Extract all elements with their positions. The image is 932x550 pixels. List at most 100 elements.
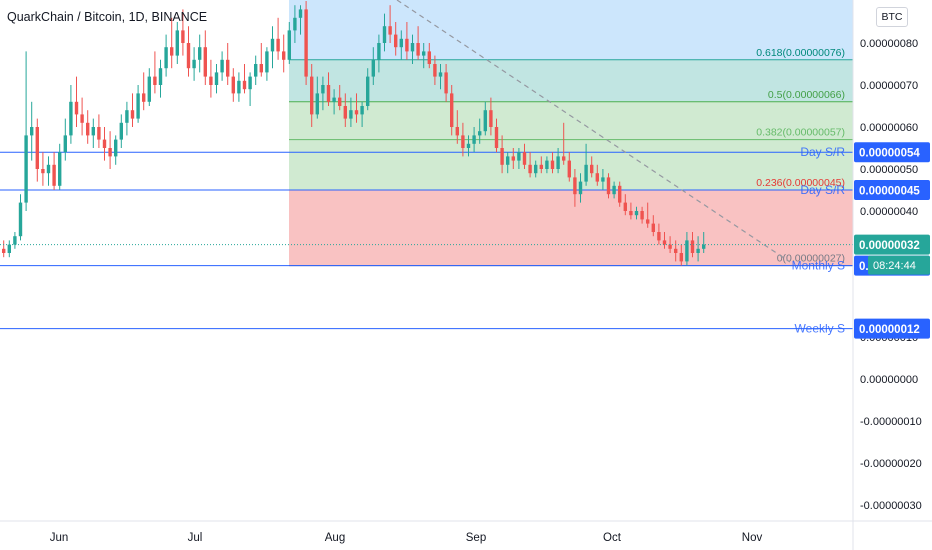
- candle-body: [119, 122, 123, 140]
- price-tick-label: 0.00000070: [860, 80, 918, 92]
- candle-body: [595, 173, 599, 182]
- fib-label: 0.236(0.00000045): [756, 177, 845, 189]
- candle-body: [170, 47, 174, 56]
- time-tick-label: Nov: [742, 532, 763, 544]
- candle-body: [416, 43, 420, 56]
- candle-body: [410, 43, 415, 52]
- horizontal-lines: Day S/R Day S/R Monthly S Weekly S: [0, 145, 853, 336]
- candle-body: [646, 219, 650, 224]
- candle-body: [696, 248, 700, 253]
- candle-body: [130, 110, 135, 119]
- candle-body: [489, 110, 493, 127]
- candle-body: [528, 164, 532, 174]
- candle-body: [164, 47, 168, 69]
- candle-body: [349, 110, 353, 119]
- time-tick-label: Jun: [50, 532, 69, 544]
- candle-body: [354, 110, 359, 115]
- candle-body: [550, 160, 555, 169]
- price-tick-label: -0.00000030: [860, 500, 922, 512]
- price-axis[interactable]: 0.00000080 0.00000070 0.00000060 0.00000050…: [852, 0, 930, 550]
- candle-body: [427, 51, 431, 64]
- sr-line-label: Day S/R: [800, 183, 845, 197]
- candle-body: [198, 47, 202, 60]
- candle-body: [343, 106, 347, 119]
- candle-body: [181, 30, 185, 43]
- candle-body: [175, 30, 179, 56]
- candle-body: [461, 135, 465, 148]
- currency-button[interactable]: BTC: [876, 7, 908, 27]
- candle-body: [315, 93, 319, 115]
- candle-body: [651, 223, 655, 232]
- candle-body: [192, 59, 196, 69]
- candle-body: [80, 114, 84, 123]
- candle-body: [259, 64, 263, 73]
- candle-body: [310, 76, 314, 115]
- candle-body: [517, 152, 521, 161]
- candle-body: [623, 202, 627, 211]
- candle-body: [136, 93, 140, 119]
- candle-body: [534, 164, 538, 174]
- last-price-label-bg: [854, 234, 930, 255]
- candle-body: [24, 135, 28, 203]
- candle-body: [433, 64, 437, 77]
- candle-body: [606, 177, 611, 195]
- candle-body: [472, 135, 476, 144]
- candle-body: [248, 76, 252, 90]
- candle-body: [41, 169, 45, 174]
- sr-price-label-bg: [854, 318, 930, 339]
- candle-body: [662, 240, 667, 245]
- candle-body: [674, 248, 678, 253]
- sr-price-label-bg: [854, 142, 930, 163]
- candle-body: [478, 131, 482, 136]
- candle-body: [74, 101, 79, 115]
- candle-body: [584, 164, 588, 182]
- candle-body: [590, 164, 594, 174]
- candles: [2, 1, 706, 266]
- candle-body: [52, 164, 56, 186]
- last-price-label: 0.00000032: [859, 240, 920, 252]
- sr-price-label-bg: [854, 180, 930, 200]
- candle-body: [287, 30, 291, 60]
- candle-body: [377, 43, 381, 60]
- candle-body: [237, 80, 241, 94]
- time-tick-label: Aug: [325, 532, 345, 544]
- candle-body: [209, 76, 213, 85]
- candle-body: [556, 156, 560, 169]
- candle-body: [685, 240, 689, 262]
- fib-label: 0.382(0.00000057): [756, 127, 845, 139]
- candle-body: [444, 72, 448, 94]
- candle-body: [18, 202, 23, 237]
- candle-body: [265, 51, 269, 73]
- candle-body: [388, 26, 392, 35]
- candle-body: [578, 181, 583, 195]
- candle-body: [69, 101, 73, 136]
- candle-body: [399, 38, 403, 48]
- candle-body: [522, 152, 527, 165]
- fib-zone-500: [289, 101, 853, 140]
- candle-body: [186, 43, 191, 69]
- candle-body: [511, 156, 515, 161]
- price-tick-label: 0.00000060: [860, 122, 918, 134]
- candle-body: [142, 93, 146, 102]
- fib-label: 0.618(0.00000076): [756, 47, 845, 59]
- candle-body: [242, 80, 247, 90]
- countdown-bg: [868, 255, 930, 275]
- fib-label: 0.5(0.00000066): [768, 89, 845, 101]
- sr-line-label: Day S/R: [800, 145, 845, 159]
- price-tick-label: -0.00000010: [860, 416, 922, 428]
- chart-title: QuarkChain / Bitcoin, 1D, BINANCE: [7, 10, 208, 24]
- candle-body: [203, 47, 207, 77]
- candle-body: [332, 97, 336, 102]
- candle-body: [382, 26, 387, 43]
- time-axis[interactable]: Jun Jul Aug Sep Oct Nov: [0, 520, 932, 544]
- time-tick-label: Jul: [188, 532, 203, 544]
- candle-body: [394, 34, 398, 48]
- sr-line-label: Weekly S: [795, 322, 845, 336]
- candle-body: [7, 244, 11, 253]
- candle-body: [506, 156, 510, 165]
- fib-label: 0(0.00000027): [777, 253, 845, 265]
- candle-body: [679, 253, 683, 262]
- candle-body: [108, 148, 112, 157]
